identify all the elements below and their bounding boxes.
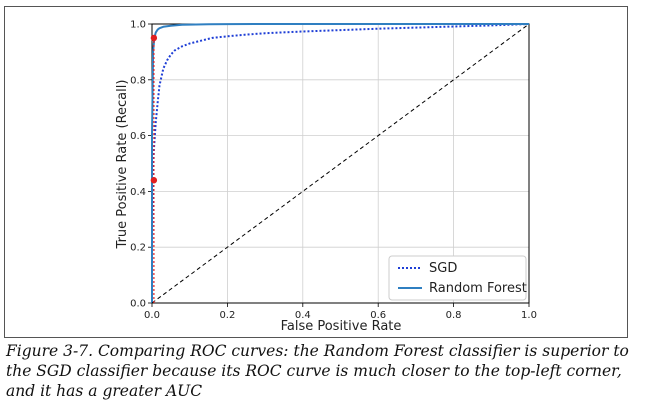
series-layer	[150, 23, 530, 304]
legend-label-random-forest: Random Forest	[429, 281, 527, 296]
y-axis-label: True Positive Rate (Recall)	[115, 80, 130, 250]
top-text-fragment	[0, 0, 120, 6]
x-tick-label: 0.8	[446, 310, 462, 321]
x-tick-label: 0.6	[370, 310, 386, 321]
x-tick-label: 1.0	[521, 310, 537, 321]
y-tick-label: 0.4	[130, 187, 146, 198]
x-axis-label: False Positive Rate	[281, 319, 402, 334]
tick-labels: 0.0 0.2 0.4 0.6 0.8 1.0 0.0 0.2 0.4 0.6 0.8 1.0	[130, 20, 537, 322]
series-line-diagonal	[151, 23, 530, 304]
x-tick-label: 0.0	[144, 310, 160, 321]
y-tick-label: 0.0	[130, 299, 146, 310]
threshold-point	[150, 177, 158, 184]
y-tick-label: 0.6	[130, 131, 146, 142]
series-line-sgd	[151, 23, 530, 303]
y-tick-label: 0.8	[130, 75, 146, 86]
threshold-point	[150, 34, 158, 42]
x-tick-label: 0.4	[295, 310, 311, 321]
x-tick-label: 0.2	[219, 310, 235, 321]
legend-box	[388, 255, 527, 301]
legend-label-sgd: SGD	[429, 261, 457, 276]
figure-caption: Figure 3-7. Comparing ROC curves: the Ra…	[6, 342, 629, 400]
legend: SGD Random Forest	[388, 255, 527, 301]
y-tick-label: 0.2	[130, 243, 146, 254]
roc-chart: 0.0 0.2 0.4 0.6 0.8 1.0 0.0 0.2 0.4 0.6 0.8 1.0 Fal…	[115, 20, 537, 335]
y-tick-label: 1.0	[130, 20, 146, 31]
